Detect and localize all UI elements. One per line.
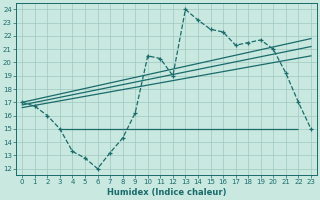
X-axis label: Humidex (Indice chaleur): Humidex (Indice chaleur) (107, 188, 226, 197)
